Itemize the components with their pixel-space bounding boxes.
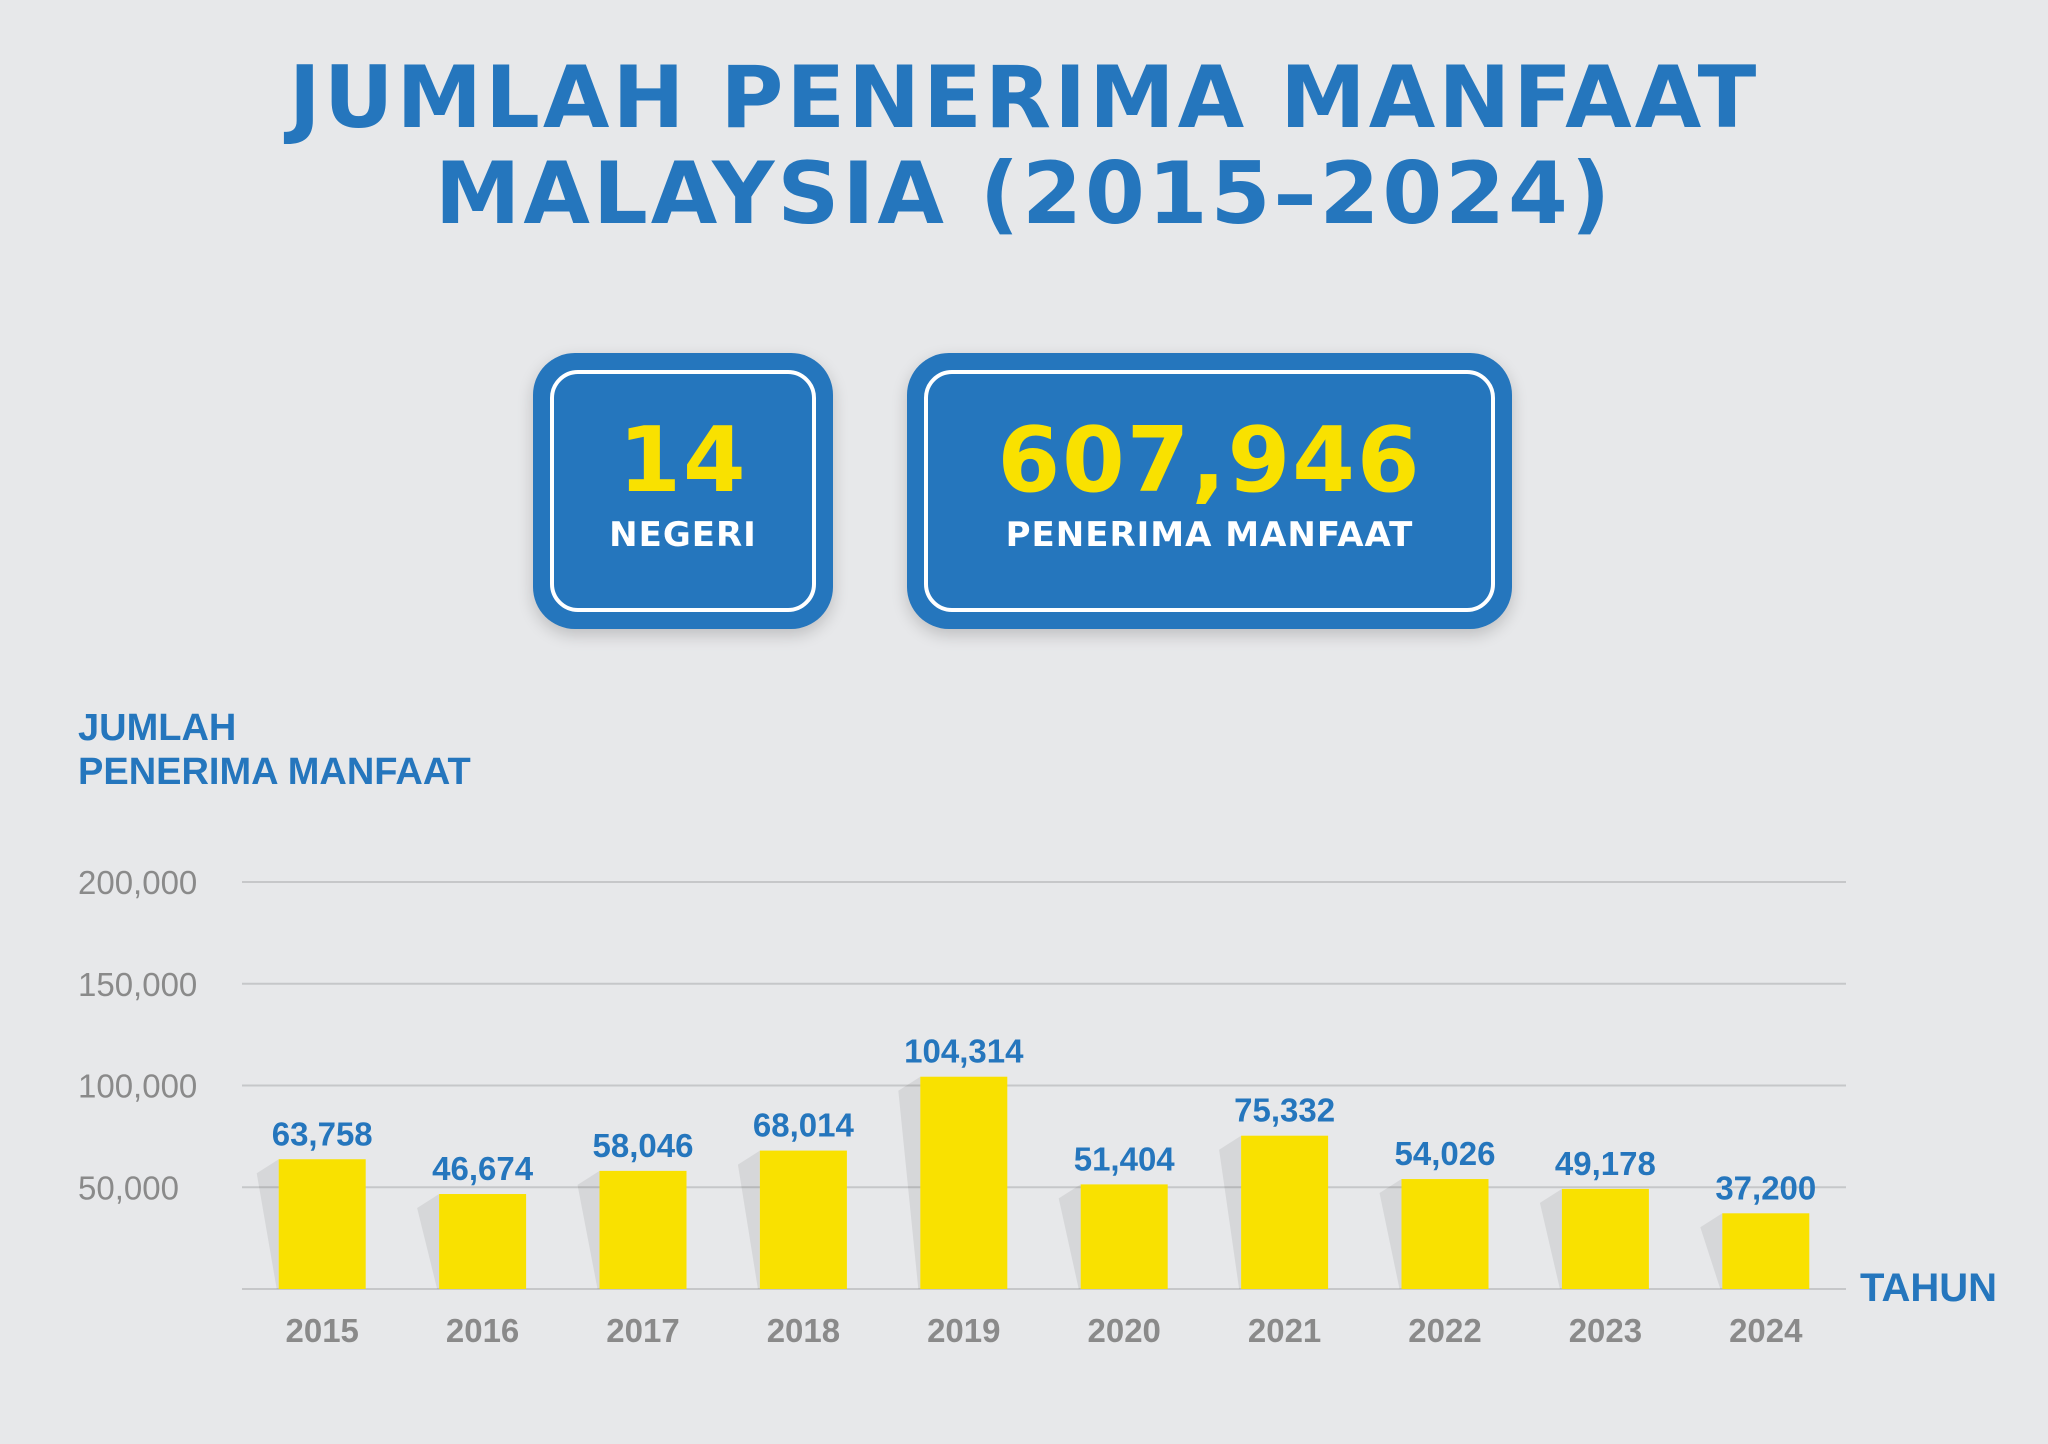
x-axis-label: TAHUN — [1860, 1266, 1998, 1310]
beneficiaries-card-border — [924, 370, 1495, 612]
data-label: 37,200 — [1715, 1169, 1816, 1206]
beneficiaries-stat-card: 607,946 PENERIMA MANFAAT — [907, 353, 1512, 629]
x-tick-label: 2015 — [285, 1312, 358, 1349]
bar-shadow — [577, 1170, 600, 1289]
data-label: 46,674 — [432, 1150, 534, 1187]
beneficiaries-total: 607,946 — [997, 408, 1422, 513]
bar-shadow — [737, 1150, 760, 1289]
data-label: 75,332 — [1234, 1092, 1335, 1129]
states-stat-card: 14 NEGERI — [533, 353, 833, 629]
states-count: 14 — [618, 408, 748, 513]
x-tick-label: 2018 — [767, 1312, 840, 1349]
bar — [1401, 1179, 1489, 1289]
bar — [920, 1076, 1008, 1289]
data-label: 51,404 — [1074, 1140, 1176, 1177]
x-tick-label: 2021 — [1248, 1312, 1321, 1349]
bar-shadow — [1219, 1135, 1242, 1289]
bar — [1080, 1184, 1168, 1289]
page-title-line-2: MALAYSIA (2015–2024) — [434, 144, 1614, 244]
bar-shadow — [1700, 1213, 1723, 1289]
data-label: 63,758 — [272, 1115, 373, 1152]
bar — [1561, 1188, 1649, 1289]
data-label: 49,178 — [1555, 1145, 1656, 1182]
bar-shadow — [898, 1076, 921, 1289]
data-label: 54,026 — [1395, 1135, 1496, 1172]
x-tick-label: 2024 — [1729, 1312, 1803, 1349]
y-tick-label: 100,000 — [78, 1068, 197, 1105]
bar — [599, 1170, 687, 1289]
beneficiaries-label: PENERIMA MANFAAT — [1005, 515, 1414, 555]
bar-shadow — [1539, 1188, 1562, 1289]
bar-shadow — [256, 1159, 279, 1289]
bar — [439, 1194, 527, 1289]
x-tick-label: 2023 — [1569, 1312, 1642, 1349]
bar-shadow — [417, 1194, 440, 1289]
bar — [759, 1150, 847, 1289]
data-label: 104,314 — [904, 1033, 1024, 1070]
bar — [278, 1159, 366, 1289]
bar-shadow — [1058, 1184, 1081, 1289]
y-axis-label-line-1: JUMLAH — [78, 707, 237, 749]
x-tick-label: 2016 — [446, 1312, 519, 1349]
bar-shadow — [1379, 1179, 1402, 1289]
page-title-line-1: JUMLAH PENERIMA MANFAAT — [288, 48, 1760, 148]
y-axis-label-line-2: PENERIMA MANFAAT — [78, 751, 471, 793]
y-tick-label: 150,000 — [78, 966, 197, 1003]
bar — [1241, 1135, 1329, 1289]
states-card-border — [550, 370, 816, 612]
x-tick-label: 2019 — [927, 1312, 1000, 1349]
y-tick-label: 200,000 — [78, 864, 197, 901]
x-tick-label: 2017 — [606, 1312, 679, 1349]
x-tick-label: 2020 — [1087, 1312, 1160, 1349]
data-label: 68,014 — [753, 1107, 855, 1144]
y-tick-label: 50,000 — [78, 1169, 179, 1206]
bar — [1722, 1213, 1810, 1289]
x-tick-label: 2022 — [1408, 1312, 1481, 1349]
data-label: 58,046 — [593, 1127, 694, 1164]
states-label: NEGERI — [609, 515, 757, 555]
